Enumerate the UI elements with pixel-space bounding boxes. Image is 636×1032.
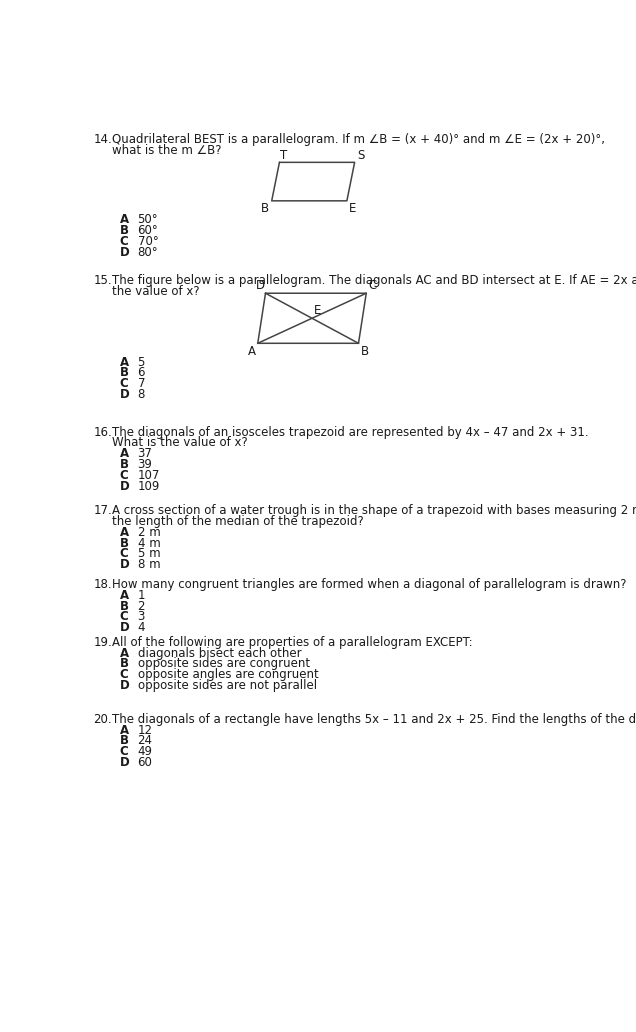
Text: the length of the median of the trapezoid?: the length of the median of the trapezoi… [112,515,364,528]
Text: Quadrilateral BEST is a parallelogram. If m ∠B = (x + 40)° and m ∠E = (2x + 20)°: Quadrilateral BEST is a parallelogram. I… [112,133,605,147]
Text: 50°: 50° [137,214,158,226]
Text: C: C [120,611,128,623]
Text: opposite sides are not parallel: opposite sides are not parallel [137,679,317,692]
Text: 49: 49 [137,745,153,759]
Text: The figure below is a parallelogram. The diagonals AC and BD intersect at E. If : The figure below is a parallelogram. The… [112,273,636,287]
Text: diagonals bisect each other: diagonals bisect each other [137,647,301,659]
Text: 5 m: 5 m [137,547,160,560]
Text: 12: 12 [137,723,153,737]
Text: D: D [120,246,130,258]
Text: 70°: 70° [137,234,158,248]
Text: 37: 37 [137,447,153,460]
Text: D: D [120,480,130,492]
Text: 6: 6 [137,366,145,380]
Text: the value of x?: the value of x? [112,285,200,298]
Text: D: D [120,558,130,571]
Text: 18.: 18. [93,578,112,591]
Text: 60°: 60° [137,224,158,237]
Text: 20.: 20. [93,713,112,725]
Text: C: C [120,377,128,390]
Text: E: E [314,303,322,317]
Text: 24: 24 [137,735,153,747]
Text: D: D [256,279,265,292]
Text: D: D [120,388,130,401]
Text: opposite sides are congruent: opposite sides are congruent [137,657,310,671]
Text: How many congruent triangles are formed when a diagonal of parallelogram is draw: How many congruent triangles are formed … [112,578,626,591]
Text: C: C [120,234,128,248]
Text: A: A [120,214,129,226]
Text: 8 m: 8 m [137,558,160,571]
Text: 3: 3 [137,611,145,623]
Text: 60: 60 [137,756,153,769]
Text: 1: 1 [137,589,145,602]
Text: B: B [120,600,129,613]
Text: 4: 4 [137,621,145,635]
Text: C: C [120,745,128,759]
Text: 2 m: 2 m [137,525,160,539]
Text: T: T [280,149,287,162]
Text: 14.: 14. [93,133,112,147]
Text: S: S [357,149,364,162]
Text: B: B [120,657,129,671]
Text: 4 m: 4 m [137,537,160,550]
Text: what is the m ∠B?: what is the m ∠B? [112,143,221,157]
Text: A: A [120,589,129,602]
Text: B: B [120,224,129,237]
Text: 15.: 15. [93,273,112,287]
Text: C: C [120,469,128,482]
Text: 2: 2 [137,600,145,613]
Text: A: A [120,525,129,539]
Text: E: E [349,201,357,215]
Text: C: C [120,547,128,560]
Text: 17.: 17. [93,505,112,517]
Text: B: B [361,345,369,358]
Text: B: B [120,366,129,380]
Text: 5: 5 [137,356,145,368]
Text: What is the value of x?: What is the value of x? [112,437,248,450]
Text: A: A [247,345,256,358]
Text: 39: 39 [137,458,153,471]
Text: C: C [120,669,128,681]
Text: The diagonals of an isosceles trapezoid are represented by 4x – 47 and 2x + 31.: The diagonals of an isosceles trapezoid … [112,425,589,439]
Text: 109: 109 [137,480,160,492]
Text: D: D [120,756,130,769]
Text: The diagonals of a rectangle have lengths 5x – 11 and 2x + 25. Find the lengths : The diagonals of a rectangle have length… [112,713,636,725]
Text: 8: 8 [137,388,145,401]
Text: D: D [120,621,130,635]
Text: B: B [120,537,129,550]
Text: B: B [120,735,129,747]
Text: B: B [120,458,129,471]
Text: A: A [120,723,129,737]
Text: 19.: 19. [93,636,112,649]
Text: All of the following are properties of a parallelogram EXCEPT:: All of the following are properties of a… [112,636,473,649]
Text: 107: 107 [137,469,160,482]
Text: D: D [120,679,130,692]
Text: A: A [120,447,129,460]
Text: 80°: 80° [137,246,158,258]
Text: A cross section of a water trough is in the shape of a trapezoid with bases meas: A cross section of a water trough is in … [112,505,636,517]
Text: 16.: 16. [93,425,112,439]
Text: 7: 7 [137,377,145,390]
Text: A: A [120,356,129,368]
Text: B: B [261,201,270,215]
Text: A: A [120,647,129,659]
Text: opposite angles are congruent: opposite angles are congruent [137,669,319,681]
Text: C: C [369,279,377,292]
